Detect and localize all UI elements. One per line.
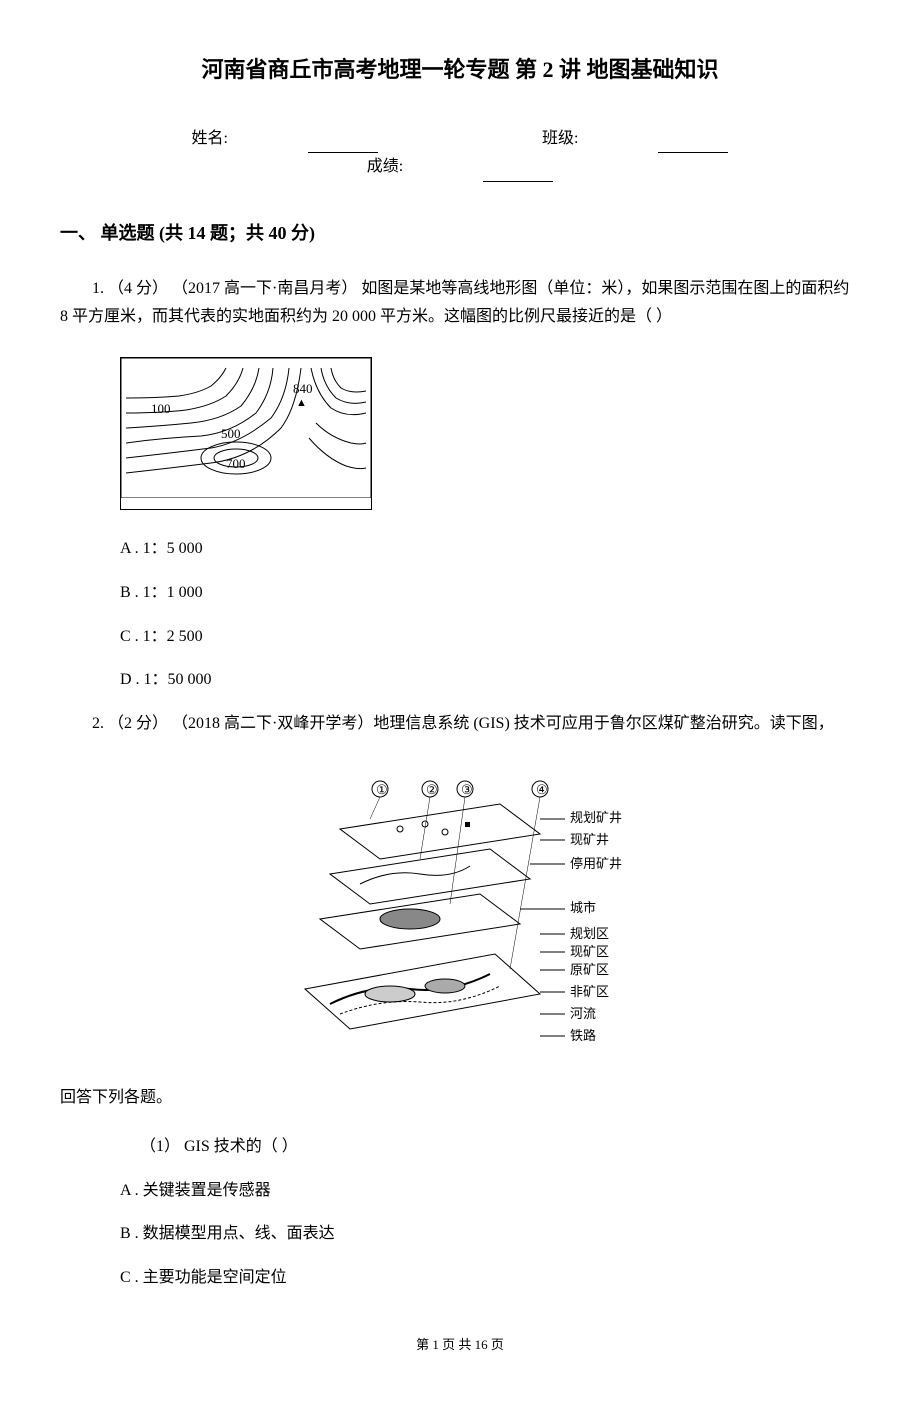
page-title: 河南省商丘市高考地理一轮专题 第 2 讲 地图基础知识 — [60, 50, 860, 90]
score-underline — [483, 166, 553, 182]
q2-sub1-option-c: C . 主要功能是空间定位 — [120, 1264, 860, 1293]
question-2-post-text: 回答下列各题。 — [60, 1084, 860, 1113]
page-footer: 第 1 页 共 16 页 — [60, 1333, 860, 1356]
name-field: 姓名: — [152, 125, 418, 154]
class-underline — [658, 137, 728, 153]
q1-option-b: B . 1：1 000 — [120, 579, 860, 608]
layer-4 — [305, 954, 540, 1029]
contour-label-500: 500 — [221, 426, 241, 441]
class-field: 班级: — [502, 125, 768, 154]
layer-label-2: ② — [426, 782, 438, 797]
legend-existing-mine: 现矿井 — [570, 832, 609, 847]
layer-label-4: ④ — [536, 782, 548, 797]
legend-current-zone: 现矿区 — [570, 944, 609, 959]
q1-option-a: A . 1：5 000 — [120, 535, 860, 564]
layer-label-3: ③ — [461, 782, 473, 797]
question-1-stem: 1. （4 分） （2017 高一下·南昌月考） 如图是某地等高线地形图（单位：… — [60, 275, 860, 333]
q1-option-c: C . 1：2 500 — [120, 623, 860, 652]
legend-original-zone: 原矿区 — [570, 962, 609, 977]
q1-option-d: D . 1：50 000 — [120, 666, 860, 695]
header-fields: 姓名: 班级: 成绩: — [60, 125, 860, 183]
contour-label-840: 840 — [293, 381, 313, 396]
legend-railway: 铁路 — [570, 1028, 596, 1043]
score-label: 成绩: — [367, 153, 403, 182]
legend-planned-zone: 规划区 — [570, 926, 609, 941]
name-underline — [308, 137, 378, 153]
legend-closed-mine: 停用矿井 — [570, 856, 622, 871]
legend-city: 城市 — [570, 900, 596, 915]
class-label: 班级: — [542, 125, 578, 154]
q2-sub1-option-b: B . 数据模型用点、线、面表达 — [120, 1220, 860, 1249]
contour-label-700: 700 — [226, 456, 246, 471]
layer-3: 城市 — [320, 894, 596, 949]
legend-river: 河流 — [570, 1006, 596, 1021]
gis-layers-svg: ① ② ③ ④ 规划矿井 现矿井 停用矿井 — [270, 774, 650, 1064]
contour-label-100: 100 — [151, 401, 171, 416]
q2-sub1-stem: （1） GIS 技术的（ ） — [140, 1133, 860, 1162]
question-2-figure: ① ② ③ ④ 规划矿井 现矿井 停用矿井 — [60, 774, 860, 1064]
legend-planned-mine: 规划矿井 — [570, 810, 622, 825]
question-1-figure: 100 500 700 840 ▲ — [120, 357, 860, 510]
section-1-heading: 一、 单选题 (共 14 题；共 40 分) — [60, 217, 860, 249]
name-label: 姓名: — [192, 125, 228, 154]
legend-nonmine-zone: 非矿区 — [570, 984, 609, 999]
contour-map-svg: 100 500 700 840 ▲ — [121, 358, 371, 498]
peak-symbol: ▲ — [296, 397, 307, 409]
question-2-stem: 2. （2 分） （2018 高二下·双峰开学考）地理信息系统 (GIS) 技术… — [60, 710, 860, 739]
q2-sub1-option-a: A . 关键装置是传感器 — [120, 1177, 860, 1206]
layer-2: 停用矿井 — [330, 849, 622, 904]
score-field: 成绩: — [327, 153, 593, 182]
layer-label-1: ① — [376, 782, 388, 797]
